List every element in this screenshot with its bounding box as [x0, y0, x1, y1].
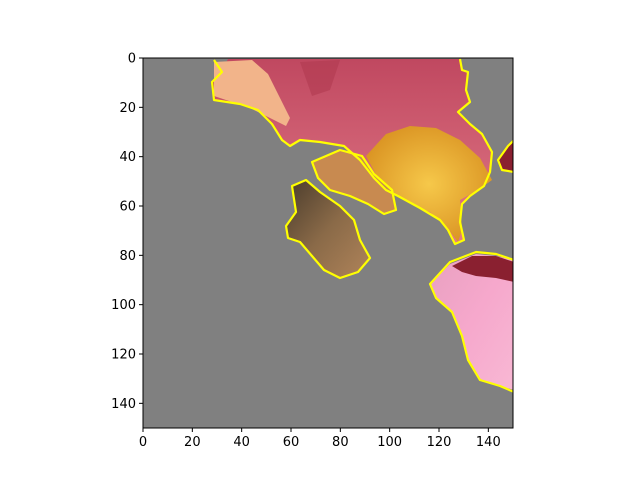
y-tick-label: 20: [119, 101, 136, 116]
x-tick-label: 0: [139, 435, 147, 450]
y-tick-label: 40: [119, 150, 136, 165]
outline-anther-cluster: [310, 148, 398, 216]
dark-red-petal-segment: [452, 256, 513, 282]
y-axis: 0 20 40 60 80 100 120 140: [111, 52, 143, 412]
x-tick-label: 140: [476, 435, 501, 450]
y-tick-label: 100: [111, 298, 136, 313]
y-tick-label: 80: [119, 249, 136, 264]
dark-red-edge-segment: [498, 141, 513, 172]
segments-layer: [210, 58, 513, 393]
y-tick-label: 0: [128, 52, 136, 67]
x-tick-label: 40: [233, 435, 250, 450]
orange-anther-segment: [312, 150, 396, 214]
x-tick-label: 80: [332, 435, 349, 450]
peach-petal-segment: [214, 60, 290, 126]
x-tick-label: 120: [427, 435, 452, 450]
y-tick-label: 140: [111, 397, 136, 412]
dark-petal-streak: [300, 60, 340, 96]
y-tick-label: 120: [111, 348, 136, 363]
x-tick-label: 60: [283, 435, 300, 450]
segment-outlines: [210, 58, 513, 393]
pink-petal-segment: [430, 254, 513, 390]
x-tick-label: 20: [184, 435, 201, 450]
outline-right-edge: [496, 139, 513, 173]
x-axis: 0 20 40 60 80 100 120 140: [139, 428, 501, 450]
outline-top-region: [210, 58, 494, 246]
outline-brown-anther: [284, 178, 372, 280]
brown-anther-segment: [286, 180, 370, 278]
y-tick-label: 60: [119, 200, 136, 215]
plot-frame: [142, 57, 514, 429]
x-tick-label: 100: [377, 435, 402, 450]
outline-pink-petal: [428, 250, 513, 393]
